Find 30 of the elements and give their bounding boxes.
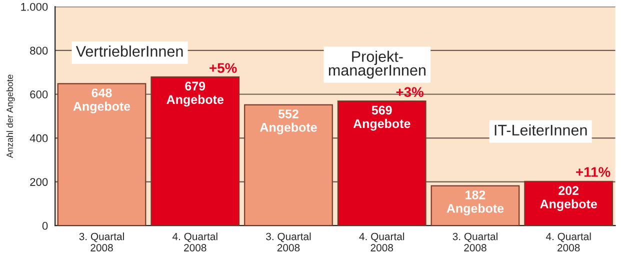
data-label: 552 Angebote bbox=[260, 109, 317, 134]
annotation: VertrieblerInnen bbox=[76, 46, 183, 57]
annotation: +5% bbox=[210, 63, 237, 73]
bar bbox=[524, 180, 614, 226]
data-label: 569 Angebote bbox=[353, 106, 410, 131]
x-tick-label: 3. Quartal 2008 bbox=[452, 232, 498, 252]
annotation: Projekt- managerInnen bbox=[328, 50, 426, 79]
data-label: 648 Angebote bbox=[73, 88, 130, 114]
x-tick-label: 4. Quartal 2008 bbox=[546, 232, 591, 252]
y-tick-label: 800 bbox=[30, 46, 48, 55]
y-tick-label: 200 bbox=[30, 178, 48, 186]
bar bbox=[430, 185, 520, 226]
bar bbox=[150, 76, 240, 226]
y-tick-label: 0 bbox=[42, 222, 48, 230]
bar bbox=[337, 100, 426, 226]
x-tick-label: 3. Quartal 2008 bbox=[79, 232, 124, 252]
x-tick-label: 4. Quartal 2008 bbox=[359, 232, 404, 252]
y-tick-label: 600 bbox=[30, 90, 48, 98]
annotation: IT-LeiterInnen bbox=[494, 124, 587, 136]
y-axis-title: Anzahl der Angebote bbox=[6, 74, 15, 158]
y-tick-label: 1.000 bbox=[21, 2, 48, 11]
x-tick-label: 4. Quartal 2008 bbox=[172, 232, 218, 252]
data-label: 679 Angebote bbox=[166, 82, 224, 107]
y-tick-label: 400 bbox=[30, 134, 48, 142]
data-label: 202 Angebote bbox=[540, 186, 597, 211]
annotation: +11% bbox=[576, 167, 610, 177]
bar bbox=[57, 83, 146, 226]
bar bbox=[244, 104, 333, 226]
x-tick-label: 3. Quartal 2008 bbox=[266, 232, 311, 252]
data-label: 182 Angebote bbox=[446, 190, 504, 216]
